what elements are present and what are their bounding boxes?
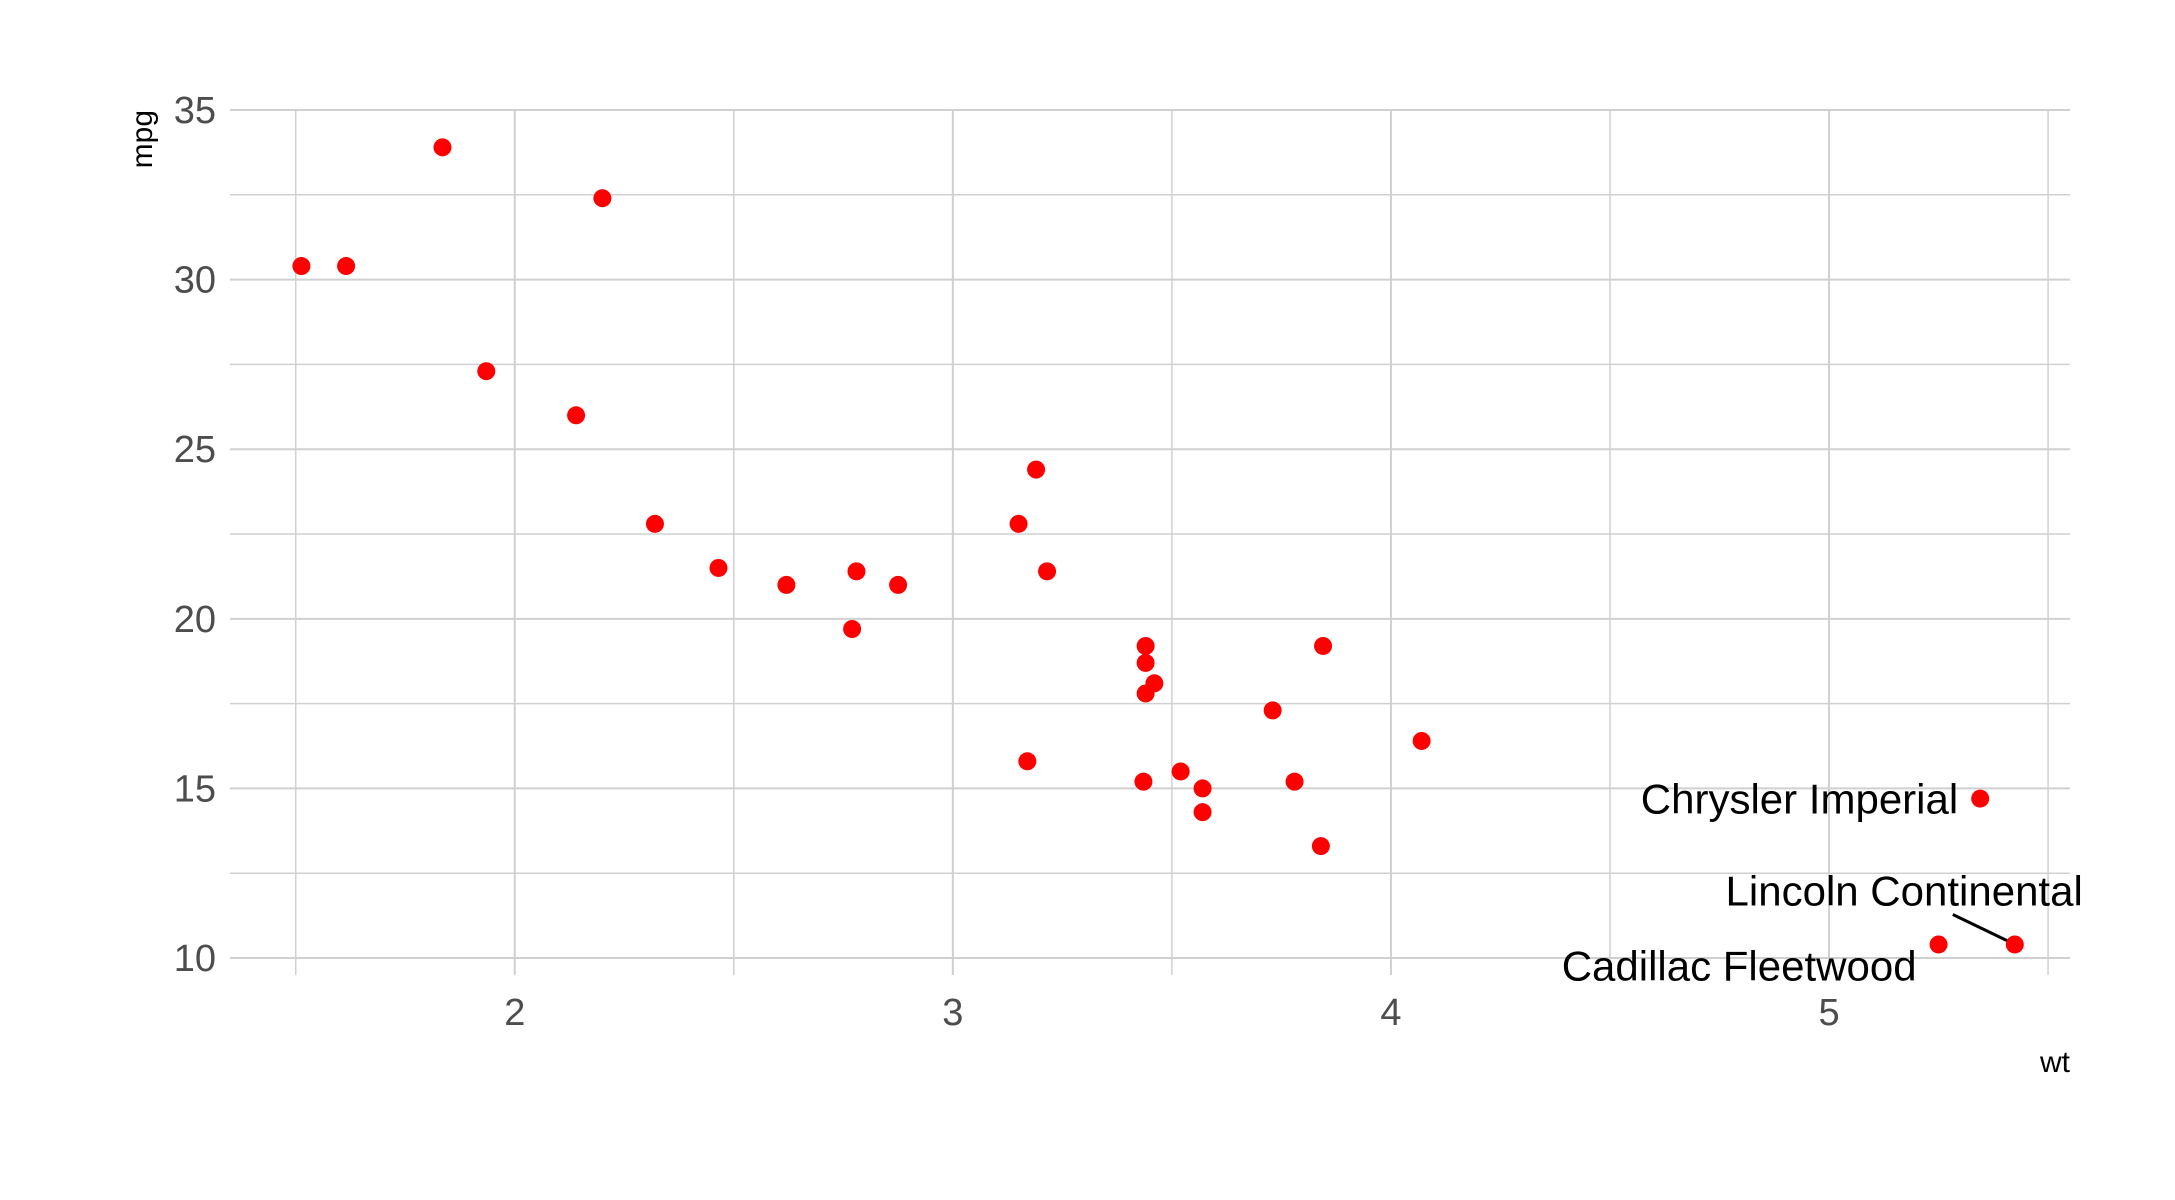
data-point — [1263, 701, 1282, 720]
y-tick-label: 25 — [174, 429, 216, 471]
x-axis-tick-labels: 2 3 4 5 — [504, 992, 1839, 1034]
data-point — [1193, 803, 1212, 822]
data-point — [433, 138, 452, 157]
data-point — [1311, 837, 1330, 856]
data-point — [777, 575, 796, 594]
data-point — [843, 620, 862, 638]
data-point — [1136, 653, 1155, 672]
y-axis-title: mpg — [126, 110, 159, 168]
data-point — [1314, 636, 1333, 655]
data-point — [1971, 789, 1990, 808]
x-tick-label: 3 — [942, 992, 963, 1034]
annotation-label: Cadillac Fleetwood — [1562, 942, 1917, 989]
data-point — [1038, 562, 1057, 581]
data-point — [1018, 752, 1037, 771]
data-point — [2005, 935, 2024, 954]
data-point — [1136, 636, 1155, 655]
data-points — [292, 138, 2024, 954]
major-gridlines — [230, 109, 2070, 975]
data-point — [1134, 772, 1153, 791]
data-point — [1136, 684, 1155, 703]
data-point — [1193, 779, 1212, 798]
y-tick-label: 35 — [174, 90, 216, 132]
x-tick-label: 4 — [1380, 992, 1401, 1034]
y-tick-label: 10 — [174, 938, 216, 980]
data-point — [1412, 731, 1431, 750]
annotation-label: Chrysler Imperial — [1641, 776, 1958, 823]
data-point — [292, 257, 311, 276]
data-point — [709, 558, 728, 577]
data-point — [1009, 514, 1028, 533]
data-point — [889, 575, 908, 594]
data-point — [645, 514, 664, 533]
y-axis-tick-labels: 10 15 20 25 30 35 — [174, 90, 216, 980]
minor-gridlines — [230, 110, 2070, 975]
x-tick-label: 5 — [1818, 992, 1839, 1034]
x-axis-title: wt — [2039, 1046, 2071, 1079]
data-point — [337, 257, 356, 276]
data-point — [847, 562, 866, 581]
data-point — [1027, 460, 1046, 479]
y-tick-label: 15 — [174, 768, 216, 810]
data-point — [477, 362, 496, 381]
data-point — [593, 189, 612, 208]
data-point — [567, 406, 586, 425]
y-tick-label: 30 — [174, 260, 216, 302]
data-point — [1171, 762, 1190, 781]
annotation-label: Lincoln Continental — [1726, 867, 2083, 914]
y-tick-label: 20 — [174, 599, 216, 641]
point-annotations: Chrysler Imperial Lincoln Continental Cadi… — [1562, 776, 2083, 990]
annotation-leader-line — [1952, 913, 2008, 942]
data-point — [1285, 772, 1304, 791]
x-tick-label: 2 — [504, 992, 525, 1034]
data-point — [1929, 935, 1948, 954]
